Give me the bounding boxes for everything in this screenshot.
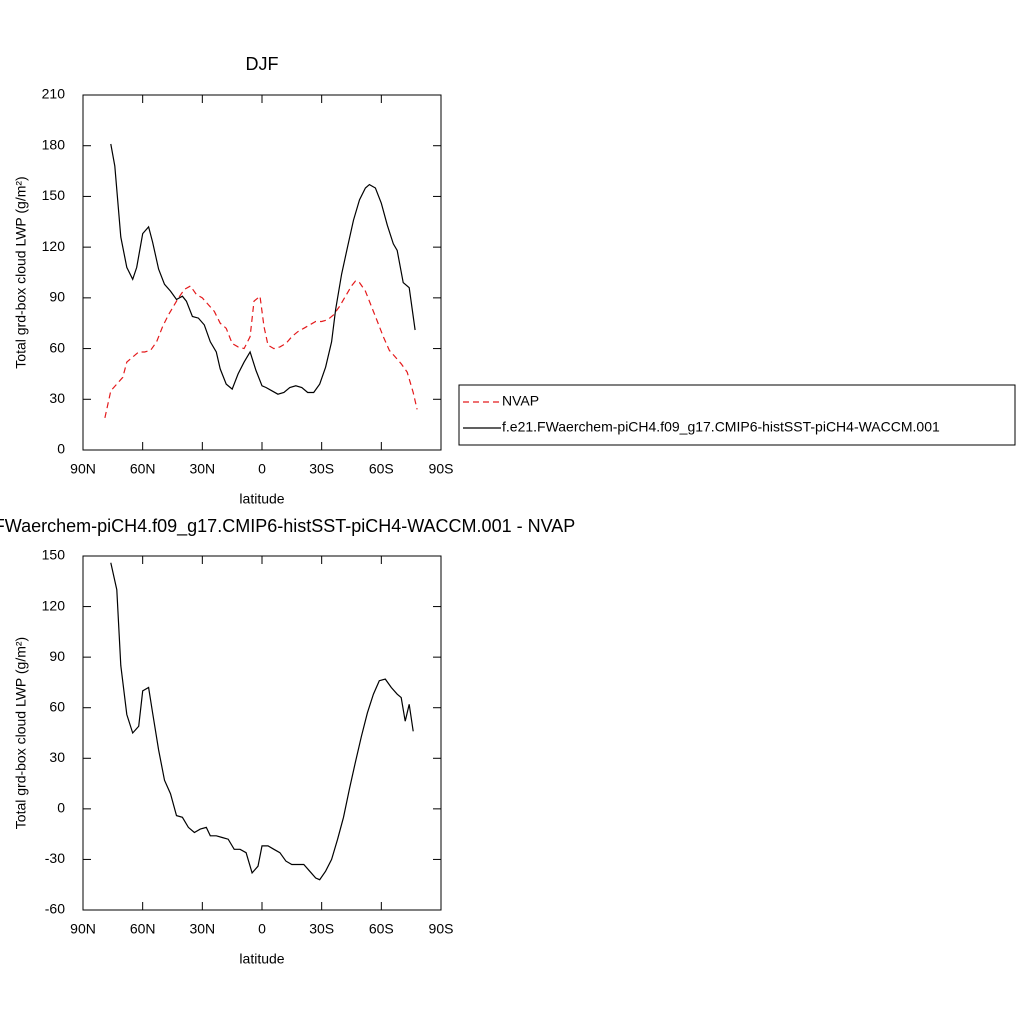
x-tick-label: 60S (369, 921, 394, 937)
y-tick-label: 90 (49, 648, 65, 664)
y-tick-label: 30 (49, 749, 65, 765)
y-tick-label: 0 (57, 441, 65, 457)
x-tick-label: 90N (70, 461, 96, 477)
y-tick-label: 0 (57, 800, 65, 816)
x-tick-label: 90S (429, 461, 454, 477)
y-tick-label: 210 (42, 86, 66, 102)
x-axis-label: latitude (239, 491, 284, 507)
y-tick-label: 30 (49, 390, 65, 406)
y-tick-label: 150 (42, 547, 66, 563)
y-tick-label: 120 (42, 238, 66, 254)
x-tick-label: 60S (369, 461, 394, 477)
plot-frame (82, 94, 442, 451)
y-tick-label: 180 (42, 136, 66, 152)
legend-label: f.e21.FWaerchem-piCH4.f09_g17.CMIP6-hist… (502, 419, 940, 435)
x-tick-label: 90N (70, 921, 96, 937)
x-tick-label: 0 (258, 921, 266, 937)
legend-box (458, 384, 1016, 446)
y-tick-label: -30 (45, 850, 65, 866)
data-line (104, 280, 418, 419)
x-tick-label: 60N (130, 921, 156, 937)
chart-title: f.e21.FWaerchem-piCH4.f09_g17.CMIP6-hist… (0, 516, 575, 537)
y-axis-label: Total grd-box cloud LWP (g/m²) (13, 176, 29, 368)
y-tick-label: 150 (42, 187, 66, 203)
x-tick-label: 0 (258, 461, 266, 477)
plot-frame (82, 555, 442, 911)
x-axis-label: latitude (239, 951, 284, 967)
x-tick-label: 30N (189, 921, 215, 937)
x-tick-label: 90S (429, 921, 454, 937)
data-line (110, 143, 416, 395)
chart-title: DJF (246, 54, 279, 74)
y-tick-label: 120 (42, 597, 66, 613)
x-tick-label: 30S (309, 461, 334, 477)
x-tick-label: 30N (189, 461, 215, 477)
y-tick-label: 90 (49, 289, 65, 305)
x-tick-label: 30S (309, 921, 334, 937)
x-tick-label: 60N (130, 461, 156, 477)
data-line (110, 562, 414, 881)
legend-label: NVAP (502, 393, 539, 409)
y-tick-label: 60 (49, 339, 65, 355)
y-axis-label: Total grd-box cloud LWP (g/m²) (13, 637, 29, 829)
y-tick-label: -60 (45, 901, 65, 917)
y-tick-label: 60 (49, 698, 65, 714)
